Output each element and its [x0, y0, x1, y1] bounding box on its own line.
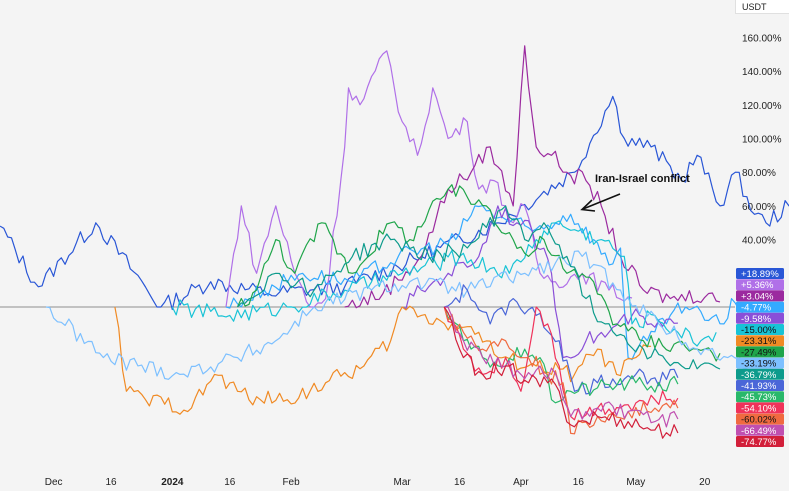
y-tick-label: 60.00% — [742, 202, 776, 213]
value-badge-label: -4.77% — [741, 303, 772, 314]
value-badge — [736, 357, 784, 369]
x-tick-label: 16 — [224, 477, 236, 488]
series-lines — [0, 45, 789, 439]
value-badge — [736, 268, 784, 279]
x-tick-label: Feb — [282, 477, 300, 488]
value-badge — [736, 335, 784, 347]
series-line — [443, 306, 679, 435]
value-badge-label: -45.73% — [741, 392, 777, 403]
x-tick-label: 16 — [573, 477, 585, 488]
value-badge-label: +5.36% — [741, 280, 774, 291]
value-badge-label: -27.49% — [741, 347, 777, 358]
value-badge — [736, 346, 784, 358]
series-line — [171, 220, 717, 347]
series-line — [444, 284, 679, 395]
y-tick-label: 40.00% — [742, 236, 776, 247]
value-badge — [736, 413, 784, 425]
series-line — [237, 205, 721, 370]
value-badge-label: -74.77% — [741, 437, 777, 448]
unit-label: USDT — [735, 0, 789, 14]
series-line — [444, 306, 679, 428]
value-badge-label: -36.79% — [741, 370, 777, 381]
value-badge-label: -54.10% — [741, 403, 777, 414]
value-badge — [736, 290, 784, 302]
value-badge-label: -23.31% — [741, 336, 777, 347]
x-tick-label: Mar — [394, 477, 412, 488]
x-tick-label: Apr — [513, 477, 529, 488]
series-line — [225, 50, 633, 308]
value-badge-label: -33.19% — [741, 359, 777, 370]
series-line — [45, 250, 752, 380]
y-tick-label: 100.00% — [742, 135, 782, 146]
series-line — [225, 205, 748, 361]
annotation-label: Iran-Israel conflict — [595, 173, 690, 185]
value-badge — [736, 301, 784, 313]
value-badge — [736, 279, 784, 291]
y-tick-label: 80.00% — [742, 168, 776, 179]
series-line — [344, 45, 721, 309]
value-badge — [736, 324, 784, 335]
y-tick-label: 160.00% — [742, 33, 782, 44]
series-line — [114, 305, 652, 415]
value-badge-label: -41.93% — [741, 381, 777, 392]
series-line — [443, 306, 679, 439]
value-badge — [736, 402, 784, 414]
value-badges: +18.89%+5.36%+3.04%-4.77%-9.58%-15.00%-2… — [736, 268, 784, 448]
y-tick-label: 120.00% — [742, 101, 782, 112]
annotation-arrowhead — [580, 199, 596, 212]
x-tick-label: 16 — [106, 477, 118, 488]
value-badge — [736, 368, 784, 380]
annotation-arrow — [582, 193, 621, 210]
value-badge-label: -15.00% — [741, 325, 777, 336]
value-badge-label: -9.58% — [741, 314, 772, 325]
value-badge-label: -60.02% — [741, 415, 777, 426]
series-line — [401, 205, 678, 359]
value-badge-label: -66.49% — [741, 426, 777, 437]
annotation: Iran-Israel conflict — [580, 173, 690, 212]
value-badge — [736, 424, 784, 436]
value-badge — [736, 436, 784, 447]
x-tick-label: 20 — [699, 477, 711, 488]
x-tick-label: 16 — [454, 477, 466, 488]
value-badge-label: +3.04% — [741, 291, 774, 302]
value-badge — [736, 391, 784, 403]
value-badge — [736, 312, 784, 324]
series-line — [236, 184, 721, 362]
x-tick-label: May — [626, 477, 645, 488]
value-badge — [736, 380, 784, 391]
x-tick-label: 2024 — [161, 477, 184, 488]
y-tick-label: 140.00% — [742, 67, 782, 78]
x-axis: Dec 16 2024 16 Feb Mar 16 Apr 16 May 20 — [45, 477, 711, 488]
value-badge-label: +18.89% — [741, 269, 779, 280]
x-tick-label: Dec — [45, 477, 63, 488]
